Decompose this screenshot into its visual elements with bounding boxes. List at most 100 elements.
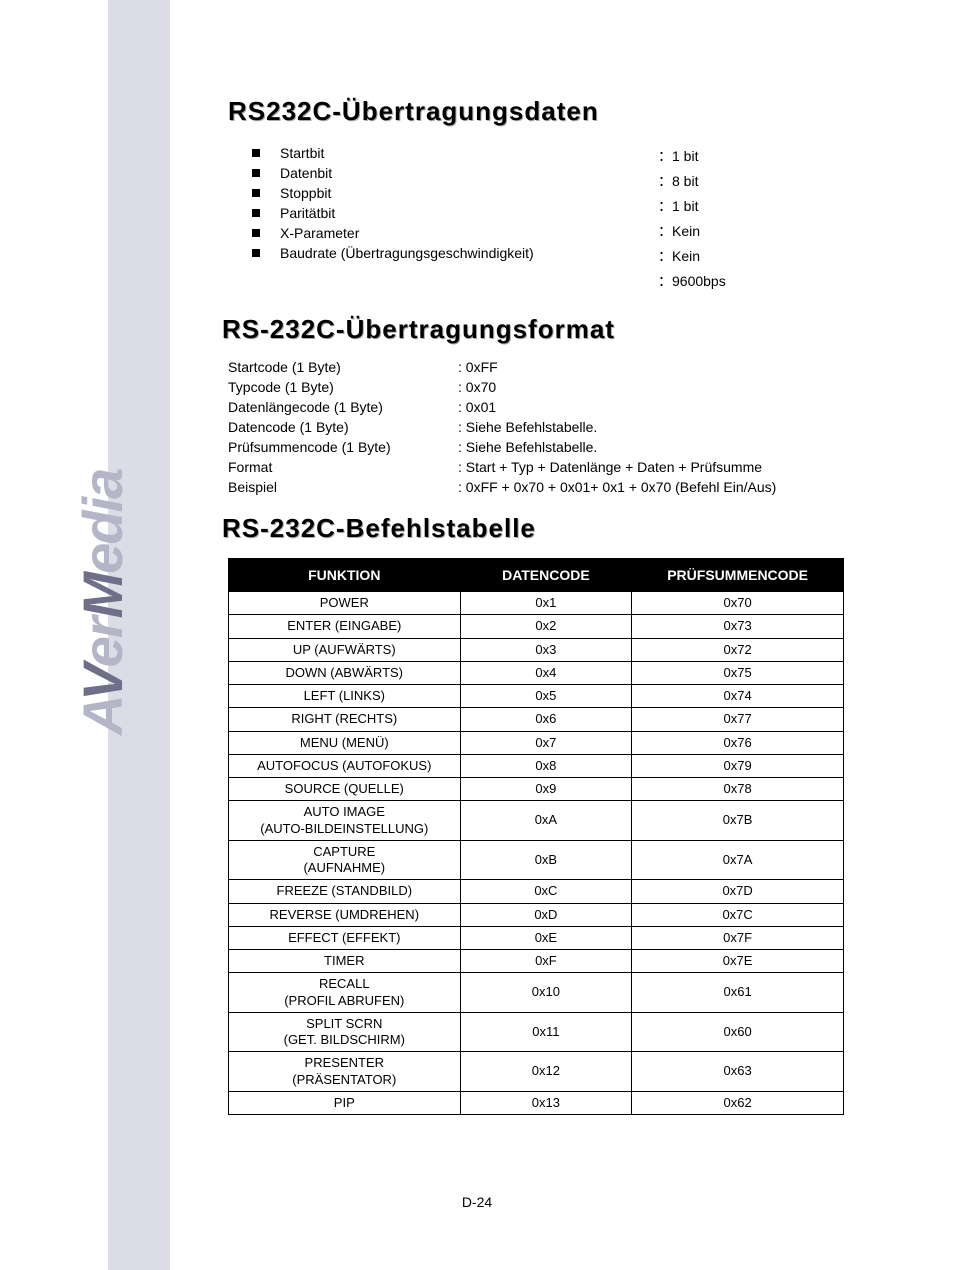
section1-labels: Startbit Datenbit Stoppbit Paritätbit X-Para… [228, 141, 658, 296]
cell-func: EFFECT (EFFEKT) [229, 926, 461, 949]
cell-func: POWER [229, 592, 461, 615]
cell-data: 0x10 [460, 973, 632, 1013]
section2-title: RS-232C-Übertragungsformat [222, 314, 848, 345]
table-header-row: FUNKTION DATENCODE PRÜFSUMMENCODE [229, 559, 844, 592]
cell-data: 0xC [460, 880, 632, 903]
format-label: Startcode (1 Byte) [228, 359, 458, 375]
cell-func: MENU (MENÜ) [229, 731, 461, 754]
cell-check: 0x73 [632, 615, 844, 638]
format-label: Beispiel [228, 479, 458, 495]
cell-func: UP (AUFWÄRTS) [229, 638, 461, 661]
cell-check: 0x62 [632, 1091, 844, 1114]
table-row: PIP0x130x62 [229, 1091, 844, 1114]
cell-data: 0x4 [460, 661, 632, 684]
format-row: Startcode (1 Byte): 0xFF [228, 359, 848, 375]
param-item: Paritätbit [252, 205, 658, 221]
table-row: CAPTURE(AUFNAHME)0xB0x7A [229, 840, 844, 880]
cell-func: SPLIT SCRN(GET. BILDSCHIRM) [229, 1012, 461, 1052]
param-item: Stoppbit [252, 185, 658, 201]
cell-func: PRESENTER(PRÄSENTATOR) [229, 1052, 461, 1092]
cell-func: ENTER (EINGABE) [229, 615, 461, 638]
param-value: ：1 bit [658, 146, 838, 166]
format-value: : 0xFF + 0x70 + 0x01+ 0x1 + 0x70 (Befehl… [458, 479, 848, 495]
cell-func: RIGHT (RECHTS) [229, 708, 461, 731]
cell-check: 0x7F [632, 926, 844, 949]
table-row: REVERSE (UMDREHEN)0xD0x7C [229, 903, 844, 926]
bullet-icon [252, 249, 260, 257]
table-row: AUTOFOCUS (AUTOFOKUS)0x80x79 [229, 754, 844, 777]
format-label: Typcode (1 Byte) [228, 379, 458, 395]
format-label: Datencode (1 Byte) [228, 419, 458, 435]
table-row: UP (AUFWÄRTS)0x30x72 [229, 638, 844, 661]
format-value: : Siehe Befehlstabelle. [458, 439, 848, 455]
table-row: SOURCE (QUELLE)0x90x78 [229, 778, 844, 801]
bullet-icon [252, 229, 260, 237]
cell-check: 0x7D [632, 880, 844, 903]
cell-data: 0x5 [460, 685, 632, 708]
cell-data: 0xE [460, 926, 632, 949]
table-row: AUTO IMAGE(AUTO-BILDEINSTELLUNG)0xA0x7B [229, 801, 844, 841]
format-value: : Siehe Befehlstabelle. [458, 419, 848, 435]
param-value: ：Kein [658, 246, 838, 266]
cell-check: 0x61 [632, 973, 844, 1013]
cell-func: TIMER [229, 950, 461, 973]
cell-func: DOWN (ABWÄRTS) [229, 661, 461, 684]
th-check: PRÜFSUMMENCODE [632, 559, 844, 592]
param-value: ：9600bps [658, 271, 838, 291]
cell-data: 0x8 [460, 754, 632, 777]
brand-logo: AVerMedia [70, 470, 135, 735]
param-item: Datenbit [252, 165, 658, 181]
cell-func: LEFT (LINKS) [229, 685, 461, 708]
cell-data: 0xB [460, 840, 632, 880]
table-row: DOWN (ABWÄRTS)0x40x75 [229, 661, 844, 684]
bullet-icon [252, 149, 260, 157]
table-row: RECALL(PROFIL ABRUFEN)0x100x61 [229, 973, 844, 1013]
format-row: Typcode (1 Byte): 0x70 [228, 379, 848, 395]
section2-rows: Startcode (1 Byte): 0xFFTypcode (1 Byte)… [228, 359, 848, 495]
page-content: RS232C-Übertragungsdaten Startbit Datenbi… [228, 96, 848, 1115]
section1-values: ：1 bit：8 bit：1 bit：Kein：Kein：9600bps [658, 141, 838, 296]
format-label: Prüfsummencode (1 Byte) [228, 439, 458, 455]
table-row: MENU (MENÜ)0x70x76 [229, 731, 844, 754]
page-number: D-24 [0, 1194, 954, 1210]
param-label: Datenbit [280, 165, 332, 181]
cell-check: 0x7E [632, 950, 844, 973]
table-row: EFFECT (EFFEKT)0xE0x7F [229, 926, 844, 949]
format-value: : 0xFF [458, 359, 848, 375]
cell-check: 0x7C [632, 903, 844, 926]
cell-data: 0x12 [460, 1052, 632, 1092]
param-item: X-Parameter [252, 225, 658, 241]
cell-data: 0x6 [460, 708, 632, 731]
format-row: Format: Start + Typ + Datenlänge + Daten… [228, 459, 848, 475]
param-value: ：8 bit [658, 171, 838, 191]
cell-func: PIP [229, 1091, 461, 1114]
cell-data: 0x3 [460, 638, 632, 661]
format-value: : 0x01 [458, 399, 848, 415]
th-func: FUNKTION [229, 559, 461, 592]
table-row: RIGHT (RECHTS)0x60x77 [229, 708, 844, 731]
cell-data: 0xA [460, 801, 632, 841]
format-row: Prüfsummencode (1 Byte): Siehe Befehlsta… [228, 439, 848, 455]
section1-title: RS232C-Übertragungsdaten [228, 96, 848, 127]
cell-check: 0x79 [632, 754, 844, 777]
cell-data: 0x7 [460, 731, 632, 754]
cell-data: 0x2 [460, 615, 632, 638]
format-row: Datenlängecode (1 Byte): 0x01 [228, 399, 848, 415]
table-row: ENTER (EINGABE)0x20x73 [229, 615, 844, 638]
cell-data: 0x9 [460, 778, 632, 801]
cell-check: 0x7A [632, 840, 844, 880]
cell-check: 0x60 [632, 1012, 844, 1052]
param-label: Baudrate (Übertragungsgeschwindigkeit) [280, 245, 534, 261]
format-label: Format [228, 459, 458, 475]
format-value: : Start + Typ + Datenlänge + Daten + Prü… [458, 459, 848, 475]
cell-check: 0x77 [632, 708, 844, 731]
param-item: Startbit [252, 145, 658, 161]
bullet-icon [252, 169, 260, 177]
param-item: Baudrate (Übertragungsgeschwindigkeit) [252, 245, 658, 261]
cell-check: 0x72 [632, 638, 844, 661]
cell-func: AUTO IMAGE(AUTO-BILDEINSTELLUNG) [229, 801, 461, 841]
param-label: Stoppbit [280, 185, 331, 201]
cell-func: REVERSE (UMDREHEN) [229, 903, 461, 926]
cell-check: 0x78 [632, 778, 844, 801]
cell-data: 0x11 [460, 1012, 632, 1052]
